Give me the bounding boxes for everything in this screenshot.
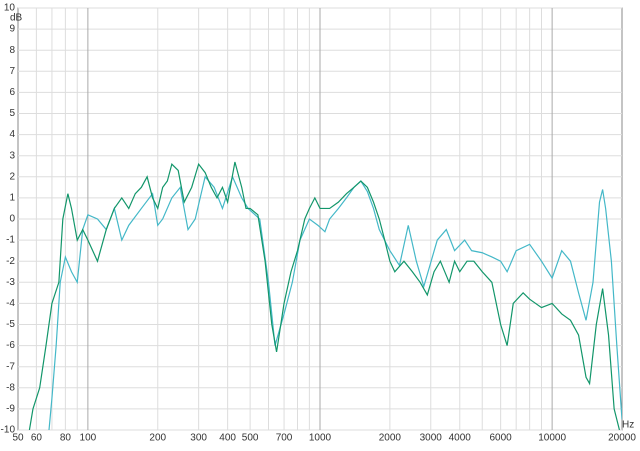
y-tick-label: 1 — [9, 193, 15, 204]
x-tick-label: 6000 — [490, 433, 513, 444]
y-tick-label: 0 — [9, 214, 15, 225]
x-tick-label: 80 — [60, 433, 72, 444]
y-tick-label: -8 — [6, 382, 15, 393]
y-tick-label: -6 — [6, 340, 15, 351]
data-line — [28, 161, 621, 430]
y-tick-label: -9 — [6, 404, 15, 415]
x-tick-label: 500 — [242, 433, 259, 444]
x-tick-label: 10000 — [538, 433, 566, 444]
y-tick-label: -5 — [6, 319, 15, 330]
y-tick-label: -10 — [1, 425, 16, 436]
y-tick-label: 8 — [9, 45, 15, 56]
y-tick-label: -1 — [6, 235, 15, 246]
y-tick-label: 9 — [9, 24, 15, 35]
y-tick-label: -3 — [6, 277, 15, 288]
y-tick-label: 7 — [9, 66, 15, 77]
x-tick-label: 3000 — [420, 433, 443, 444]
x-tick-label: 1000 — [309, 433, 332, 444]
x-tick-label: 700 — [276, 433, 293, 444]
y-tick-label: 6 — [9, 87, 15, 98]
x-tick-label: 50 — [12, 433, 24, 444]
x-tick-label: 2000 — [379, 433, 402, 444]
x-tick-label: 100 — [80, 433, 97, 444]
x-tick-label: 300 — [190, 433, 207, 444]
x-tick-label: 20000 — [608, 433, 636, 444]
y-axis-label: dB — [10, 13, 23, 24]
x-tick-label: 400 — [219, 433, 236, 444]
y-tick-label: 4 — [9, 129, 15, 140]
data-line — [48, 175, 622, 430]
y-tick-label: -7 — [6, 361, 15, 372]
y-tick-label: -4 — [6, 298, 15, 309]
y-tick-label: 2 — [9, 171, 15, 182]
x-tick-label: 200 — [149, 433, 166, 444]
x-tick-label: 60 — [31, 433, 43, 444]
x-tick-label: 4000 — [449, 433, 472, 444]
y-tick-label: 3 — [9, 150, 15, 161]
x-axis-label: Hz — [622, 420, 634, 431]
y-tick-label: -2 — [6, 256, 15, 267]
y-tick-label: 10 — [4, 3, 16, 14]
y-tick-label: 5 — [9, 108, 15, 119]
